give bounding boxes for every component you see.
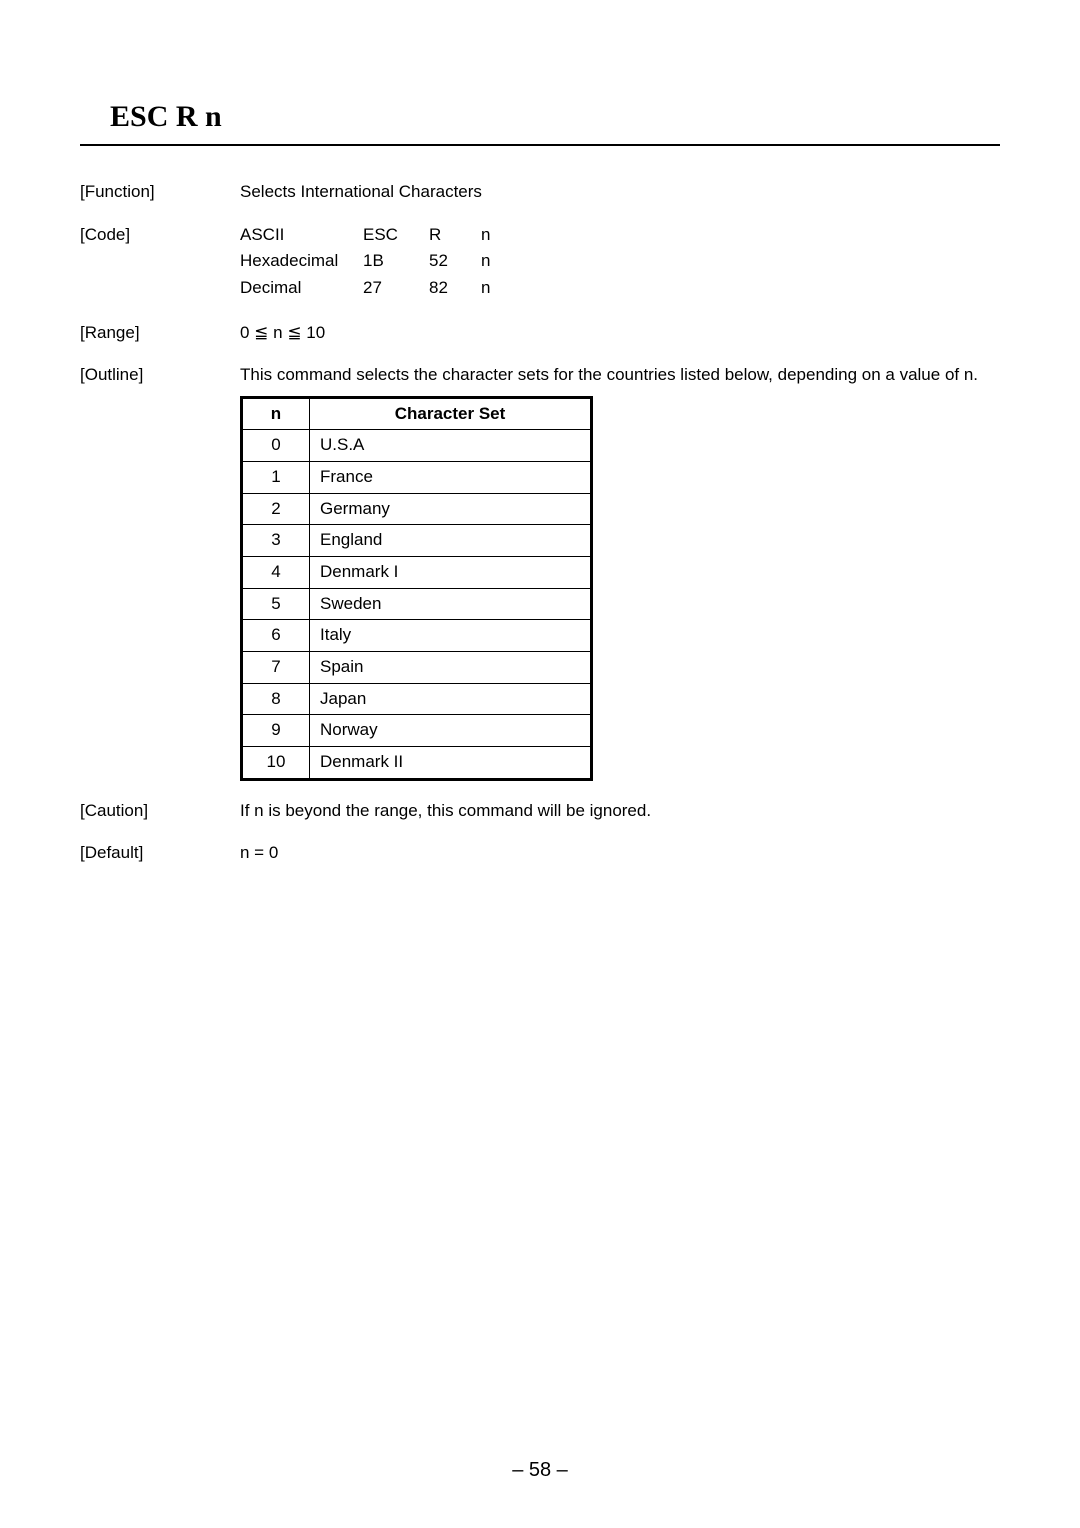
header-n: n: [242, 397, 310, 430]
function-label: [Function]: [80, 180, 240, 205]
table-row: 4Denmark I: [242, 557, 592, 589]
caution-text: If n is beyond the range, this command w…: [240, 799, 1000, 824]
cell-cs: Germany: [310, 493, 592, 525]
cell-n: 3: [242, 525, 310, 557]
table-row: 8Japan: [242, 683, 592, 715]
default-label: [Default]: [80, 841, 240, 866]
function-text: Selects International Characters: [240, 180, 1000, 205]
code-dec-row: Decimal 27 82 n: [240, 276, 508, 303]
default-text: n = 0: [240, 841, 1000, 866]
code-row: [Code] ASCII ESC R n Hexadecimal 1B 52 n…: [80, 223, 1000, 303]
cell-n: 1: [242, 462, 310, 494]
code-hex-row: Hexadecimal 1B 52 n: [240, 249, 508, 276]
range-label: [Range]: [80, 321, 240, 346]
cell-n: 10: [242, 746, 310, 779]
code-b1: 82: [429, 276, 481, 303]
table-row: 1France: [242, 462, 592, 494]
cell-n: 2: [242, 493, 310, 525]
cell-n: 8: [242, 683, 310, 715]
code-fmt: Hexadecimal: [240, 249, 363, 276]
cell-cs: Denmark I: [310, 557, 592, 589]
code-fmt: Decimal: [240, 276, 363, 303]
default-row: [Default] n = 0: [80, 841, 1000, 866]
table-header-row: n Character Set: [242, 397, 592, 430]
cell-cs: Japan: [310, 683, 592, 715]
range-text: 0 ≦ n ≦ 10: [240, 321, 1000, 346]
outline-row: [Outline] This command selects the chara…: [80, 363, 1000, 780]
code-b0: 1B: [363, 249, 429, 276]
cell-n: 0: [242, 430, 310, 462]
cell-n: 7: [242, 651, 310, 683]
table-row: 6Italy: [242, 620, 592, 652]
cell-cs: France: [310, 462, 592, 494]
character-set-table: n Character Set 0U.S.A 1France 2Germany …: [240, 396, 593, 781]
cell-n: 4: [242, 557, 310, 589]
cell-cs: Norway: [310, 715, 592, 747]
code-b0: 27: [363, 276, 429, 303]
cell-cs: Sweden: [310, 588, 592, 620]
page-number: – 58 –: [0, 1459, 1080, 1482]
outline-content: This command selects the character sets …: [240, 363, 1000, 780]
code-content: ASCII ESC R n Hexadecimal 1B 52 n Decima…: [240, 223, 1000, 303]
cell-cs: Italy: [310, 620, 592, 652]
page: ESC R n [Function] Selects International…: [0, 0, 1080, 1528]
cell-cs: Spain: [310, 651, 592, 683]
table-row: 0U.S.A: [242, 430, 592, 462]
caution-row: [Caution] If n is beyond the range, this…: [80, 799, 1000, 824]
cell-n: 9: [242, 715, 310, 747]
header-cs: Character Set: [310, 397, 592, 430]
caution-label: [Caution]: [80, 799, 240, 824]
range-row: [Range] 0 ≦ n ≦ 10: [80, 321, 1000, 346]
cell-cs: England: [310, 525, 592, 557]
code-b1: 52: [429, 249, 481, 276]
cell-cs: U.S.A: [310, 430, 592, 462]
code-b2: n: [481, 223, 508, 250]
cell-n: 6: [242, 620, 310, 652]
outline-label: [Outline]: [80, 363, 240, 388]
code-b2: n: [481, 249, 508, 276]
code-table: ASCII ESC R n Hexadecimal 1B 52 n Decima…: [240, 223, 508, 303]
outline-text: This command selects the character sets …: [240, 363, 1000, 388]
table-row: 7Spain: [242, 651, 592, 683]
code-ascii-row: ASCII ESC R n: [240, 223, 508, 250]
code-label: [Code]: [80, 223, 240, 248]
table-row: 10Denmark II: [242, 746, 592, 779]
code-b0: ESC: [363, 223, 429, 250]
table-row: 3England: [242, 525, 592, 557]
cell-n: 5: [242, 588, 310, 620]
table-row: 5Sweden: [242, 588, 592, 620]
function-row: [Function] Selects International Charact…: [80, 180, 1000, 205]
command-title: ESC R n: [80, 100, 1000, 146]
code-b2: n: [481, 276, 508, 303]
cell-cs: Denmark II: [310, 746, 592, 779]
table-row: 2Germany: [242, 493, 592, 525]
table-row: 9Norway: [242, 715, 592, 747]
code-fmt: ASCII: [240, 223, 363, 250]
code-b1: R: [429, 223, 481, 250]
